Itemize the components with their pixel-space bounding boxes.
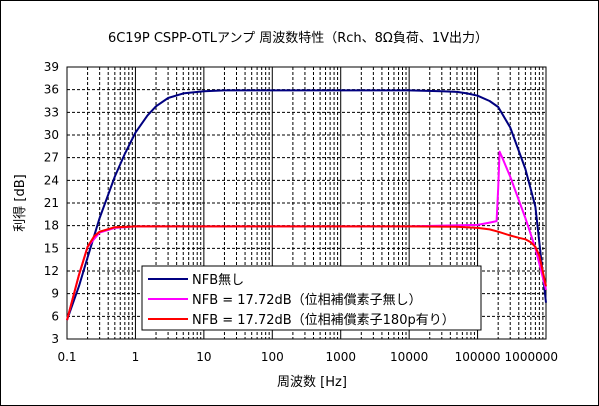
y-tick-label: 18 <box>44 219 59 233</box>
x-tick-label: 0.1 <box>57 350 76 364</box>
legend-box <box>141 265 482 331</box>
legend-label: NFB = 17.72dB（位相補償素子180p有り） <box>192 313 455 328</box>
series-line-1 <box>66 89 547 321</box>
x-tick-label: 1000000 <box>505 350 558 364</box>
x-tick-label: 10 <box>196 350 211 364</box>
legend-label: NFB = 17.72dB（位相補償素子無し） <box>192 293 422 308</box>
y-tick-label: 36 <box>44 83 59 97</box>
x-axis-title: 周波数 [Hz] <box>277 375 347 390</box>
x-tick-label: 100 <box>261 350 284 364</box>
x-tick-label: 10000 <box>390 350 428 364</box>
x-tick-label: 1 <box>132 350 140 364</box>
y-tick-label: 15 <box>44 241 59 255</box>
x-tick-label: 1000 <box>325 350 356 364</box>
series-line-3 <box>66 225 547 321</box>
y-tick-label: 21 <box>44 196 59 210</box>
y-tick-label: 24 <box>44 173 59 187</box>
y-tick-label: 6 <box>51 309 59 323</box>
y-tick-label: 9 <box>51 287 59 301</box>
legend-label: NFB無し <box>192 273 244 288</box>
y-tick-label: 3 <box>51 332 59 346</box>
y-tick-label: 30 <box>44 128 59 142</box>
series-lines <box>66 89 547 321</box>
x-tick-labels: 0.1 1 10 100 1000 10000 100000 1000000 <box>57 350 558 364</box>
y-tick-label: 27 <box>44 151 59 165</box>
y-tick-label: 12 <box>44 264 59 278</box>
y-axis-title: 利得 [dB] <box>12 174 28 231</box>
plot-area-border <box>66 66 547 340</box>
chart-title: 6C19P CSPP-OTLアンプ 周波数特性（Rch、8Ω負荷、1V出力） <box>108 31 488 46</box>
legend: NFB無し NFB = 17.72dB（位相補償素子無し） NFB = 17.72d… <box>141 265 482 331</box>
x-tick-label: 100000 <box>455 350 501 364</box>
y-tick-label: 33 <box>44 105 59 119</box>
y-tick-label: 39 <box>44 60 59 74</box>
